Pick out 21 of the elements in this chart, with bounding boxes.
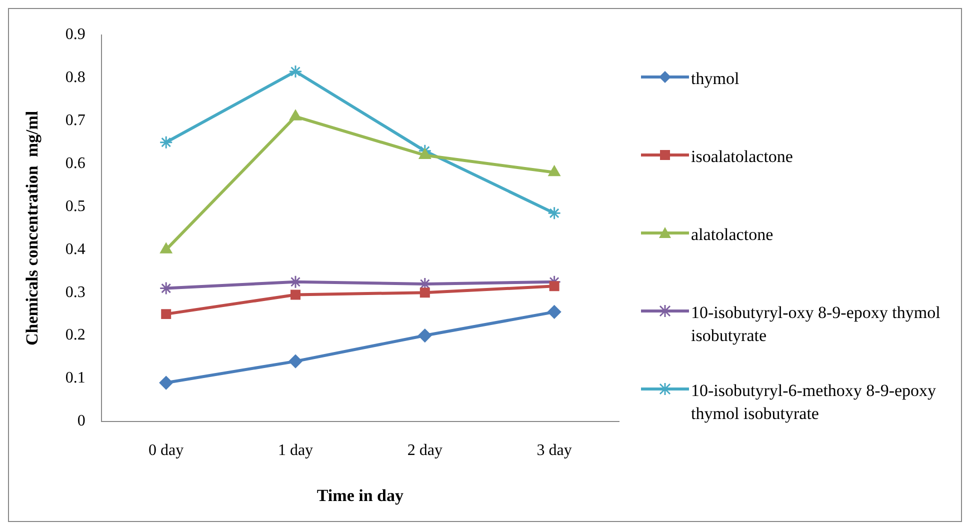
- legend-label: thymol: [691, 68, 740, 90]
- y-tick-label: 0: [77, 412, 86, 430]
- y-tick-label: 0.1: [65, 370, 86, 387]
- y-tick-label: 0.6: [65, 155, 86, 172]
- x-axis-title: Time in day: [316, 486, 404, 506]
- x-tick-label: 1 day: [278, 442, 314, 460]
- y-tick-label: 0.7: [65, 112, 86, 130]
- y-axis-title: Chemicals concentration mg/ml: [22, 110, 42, 346]
- legend-label: 10-isobutyryl-oxy 8-9-epoxy thymol isobutyrate: [691, 302, 941, 347]
- y-tick-label: 0.9: [65, 26, 86, 44]
- x-tick-label: 2 day: [407, 442, 442, 460]
- y-tick-label: 0.5: [65, 198, 86, 215]
- legend-label: isoalatolactone: [691, 146, 793, 168]
- legend-label: 10-isobutyryl-6-methoxy 8-9-epoxy thymol isobutyrate: [691, 380, 938, 425]
- x-tick-label: 3 day: [536, 442, 572, 460]
- legend-label: alatolactone: [691, 224, 774, 246]
- y-tick-label: 0.2: [65, 326, 86, 344]
- y-tick-label: 0.3: [65, 284, 86, 301]
- y-tick-label: 0.8: [65, 69, 86, 86]
- x-tick-label: 0 day: [148, 442, 184, 460]
- y-tick-label: 0.4: [65, 240, 86, 258]
